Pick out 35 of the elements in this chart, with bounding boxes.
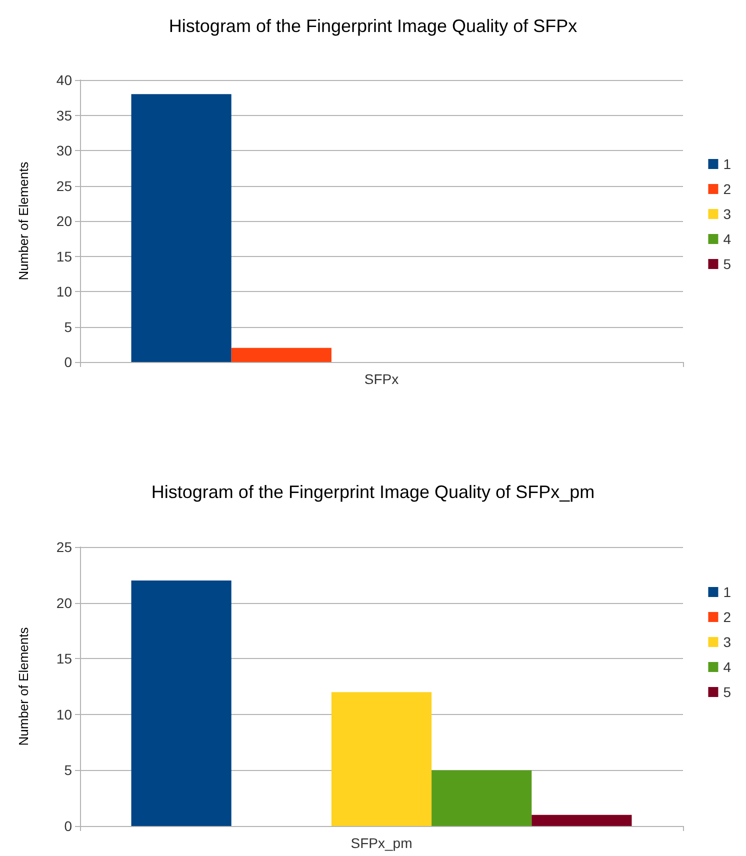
y-tick-label: 0	[64, 354, 72, 370]
y-tick-label: 25	[56, 539, 72, 555]
legend-label: 1	[723, 156, 732, 172]
y-tick-label: 35	[56, 107, 72, 124]
chart-title: Histogram of the Fingerprint Image Quality of SFPx_pm	[151, 482, 595, 502]
y-tick-label: 10	[56, 284, 72, 300]
x-tick-label: SFPx_pm	[350, 835, 412, 851]
legend-label: 3	[723, 634, 732, 650]
y-tick-label: 10	[56, 706, 72, 722]
y-tick-label: 15	[56, 650, 72, 667]
legend-label: 4	[723, 659, 732, 675]
chart-title: Histogram of the Fingerprint Image Quality of SFPx	[168, 16, 578, 36]
y-tick-label: 25	[56, 178, 72, 194]
y-tick-label: 20	[56, 213, 72, 229]
bar	[532, 814, 632, 826]
y-tick-label: 40	[56, 72, 72, 88]
y-axis-title: Number of Elements	[16, 626, 31, 746]
legend-label: 3	[723, 206, 732, 222]
legend-label: 4	[723, 231, 732, 247]
legend-label: 5	[723, 684, 732, 700]
legend-label: 5	[723, 256, 732, 272]
legend-label: 2	[723, 181, 732, 197]
bar	[331, 692, 432, 826]
legend-label: 2	[723, 609, 732, 625]
legend-label: 1	[723, 584, 732, 600]
bar	[131, 580, 232, 826]
y-tick-label: 20	[56, 594, 72, 611]
x-tick-label: SFPx	[364, 371, 399, 387]
y-tick-label: 5	[64, 762, 72, 778]
y-tick-label: 5	[64, 318, 72, 335]
y-tick-label: 0	[64, 818, 72, 834]
y-axis-title: Number of Elements	[16, 161, 31, 280]
y-tick-label: 30	[56, 142, 72, 158]
bar	[432, 770, 532, 826]
y-tick-label: 15	[56, 248, 72, 264]
